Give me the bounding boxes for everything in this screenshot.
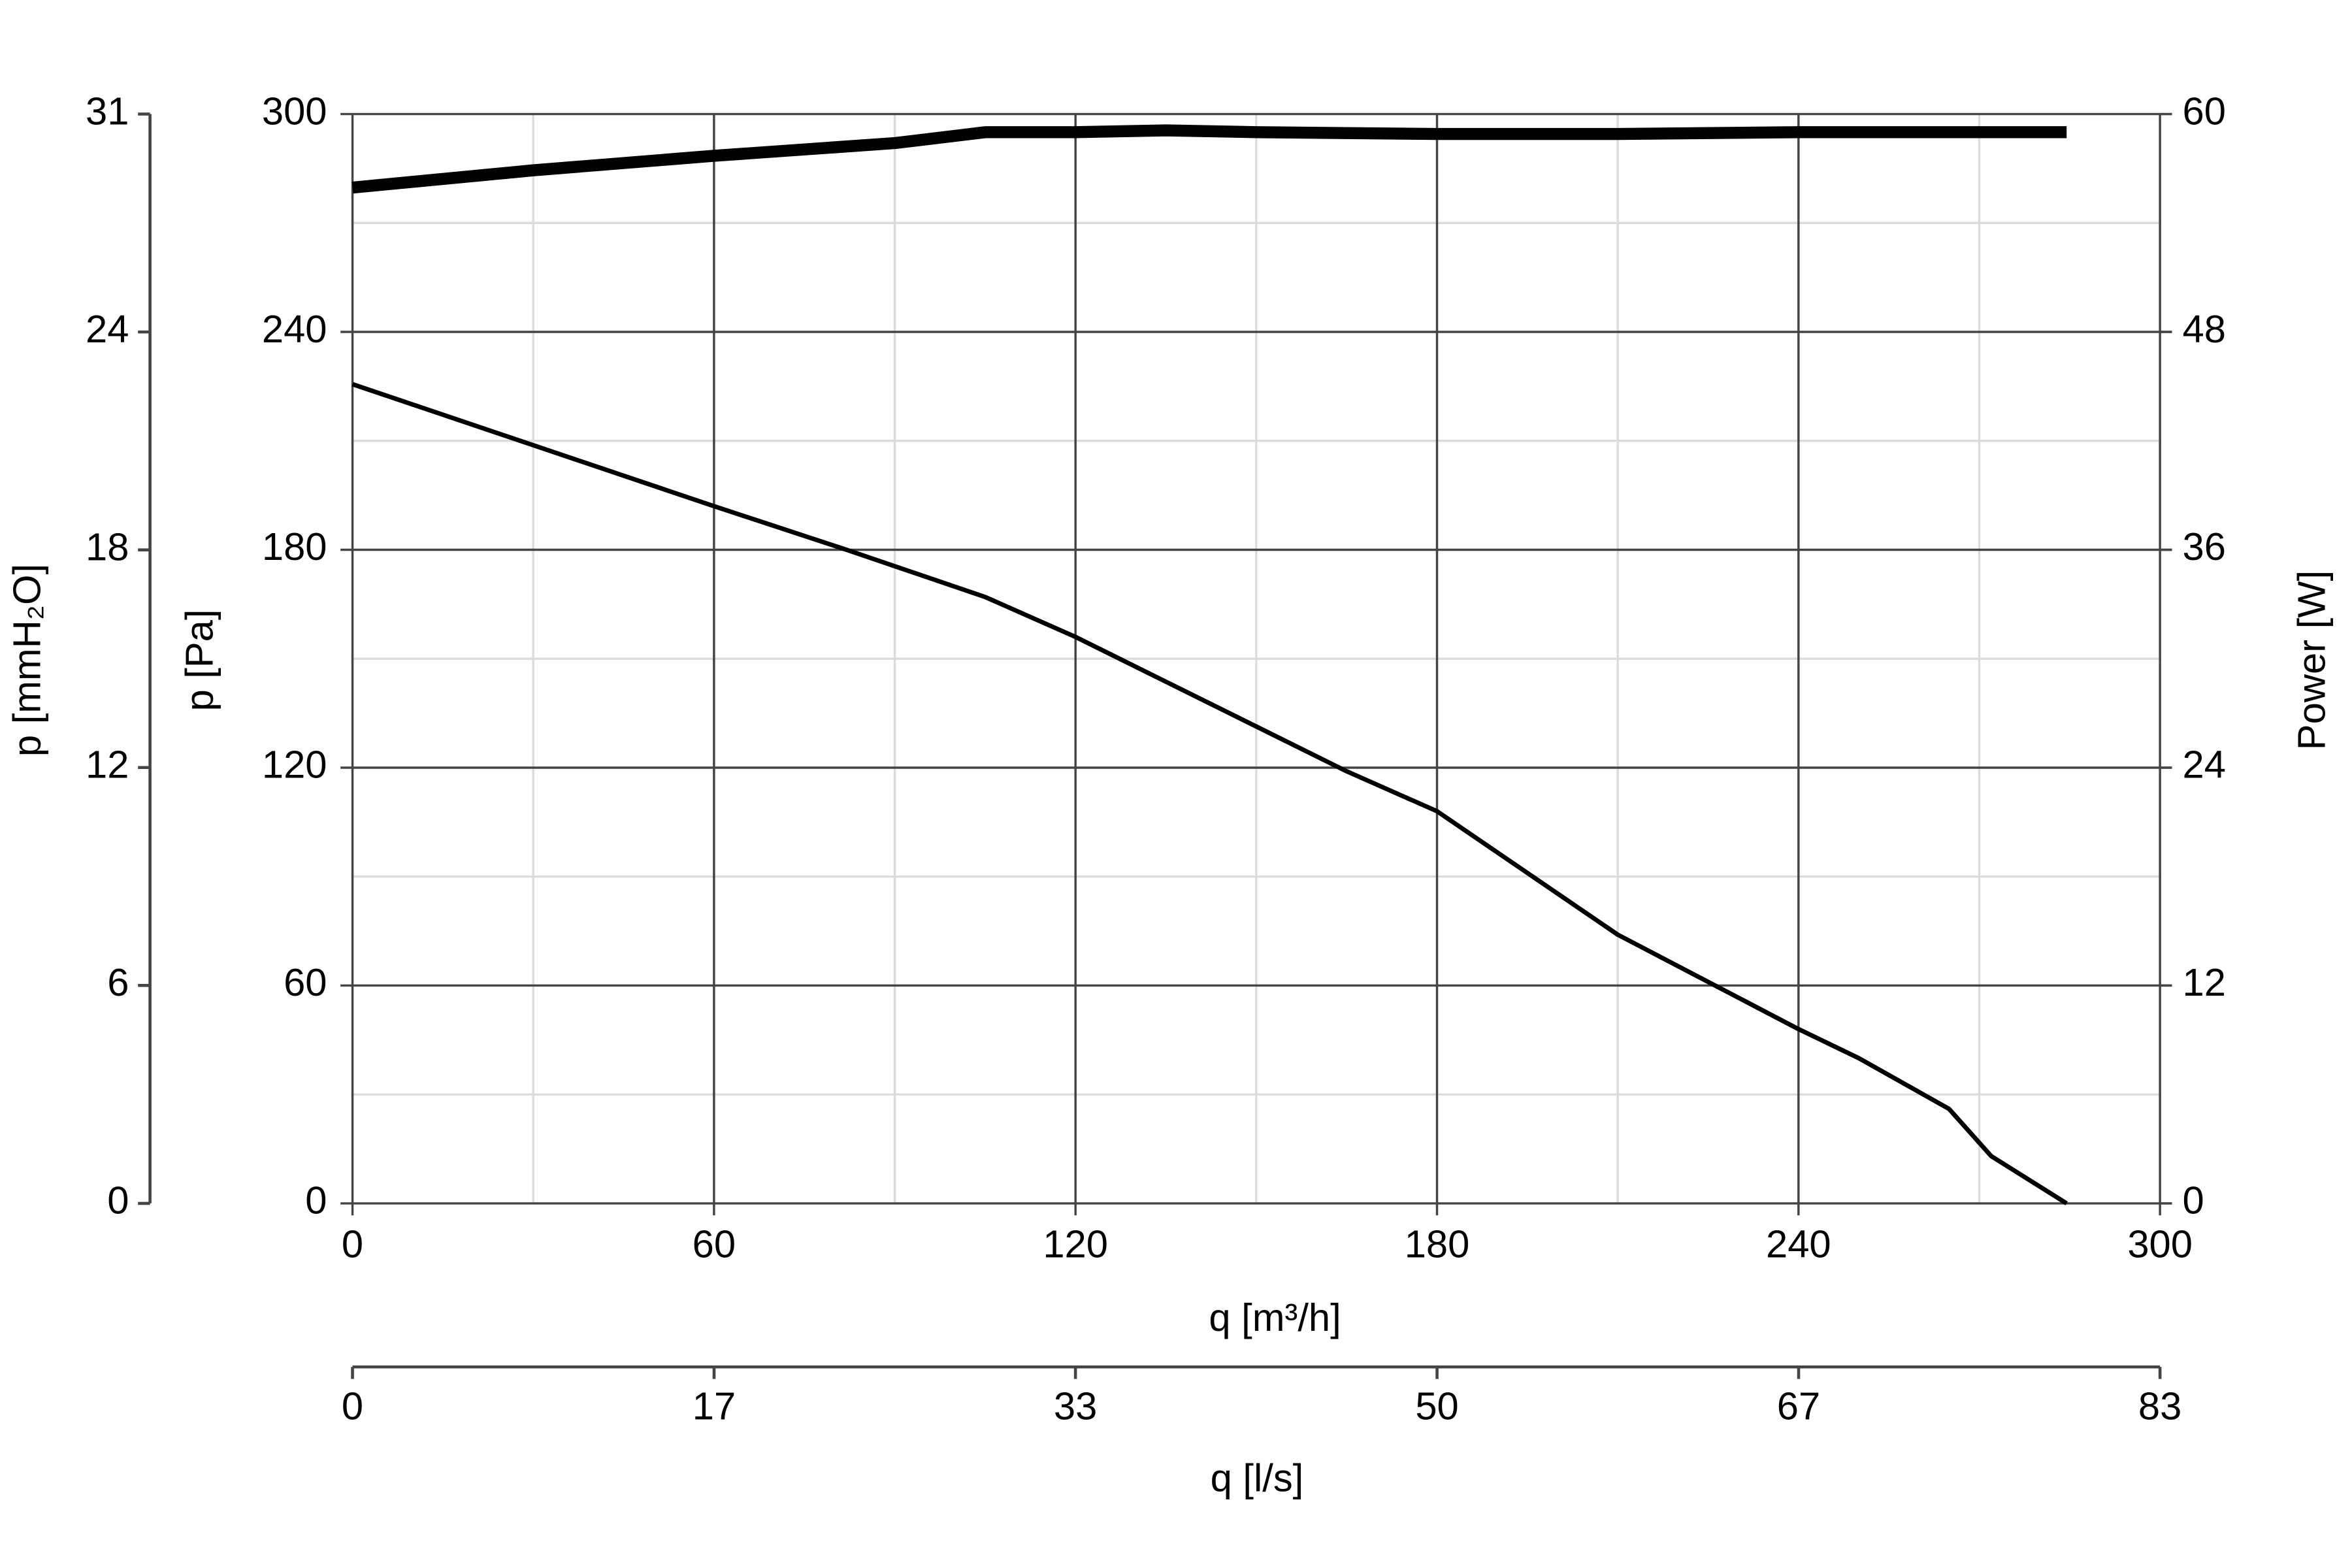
x-tick-label: 0 [342, 1222, 363, 1266]
y3-tick-label: 24 [86, 307, 129, 351]
series-line [351, 124, 2067, 194]
y3-axis-label: p [mmH₂O] [5, 564, 49, 757]
x2-tick-label: 33 [1054, 1384, 1097, 1428]
x2-tick-label: 0 [342, 1384, 363, 1428]
y2-tick-label: 24 [2183, 743, 2226, 787]
x-tick-label: 120 [1043, 1222, 1108, 1266]
x2-tick-label: 67 [1777, 1384, 1820, 1428]
y3-tick-label: 12 [86, 743, 129, 787]
series-line [351, 382, 2068, 1205]
x2-axis-label: q [l/s] [1211, 1456, 1304, 1500]
y2-tick-label: 0 [2183, 1179, 2204, 1222]
y-axis-label: p [Pa] [178, 610, 221, 711]
x-tick-label: 300 [2127, 1222, 2193, 1266]
y-tick-label: 120 [262, 743, 327, 787]
y3-tick-label: 18 [86, 525, 129, 568]
x-tick-label: 60 [693, 1222, 736, 1266]
x-tick-label: 180 [1405, 1222, 1470, 1266]
x-tick-label: 240 [1766, 1222, 1831, 1266]
y-tick-label: 0 [305, 1179, 327, 1222]
x2-tick-label: 17 [693, 1384, 736, 1428]
y3-tick-label: 0 [107, 1179, 129, 1222]
y-tick-label: 180 [262, 525, 327, 568]
y3-tick-label: 31 [86, 89, 129, 133]
y2-tick-label: 60 [2183, 89, 2226, 133]
x2-tick-label: 83 [2138, 1384, 2181, 1428]
x-axis-label: q [m³/h] [1209, 1296, 1341, 1339]
y2-tick-label: 48 [2183, 307, 2226, 351]
y-tick-label: 60 [284, 960, 327, 1004]
y-tick-label: 240 [262, 307, 327, 351]
y2-tick-label: 36 [2183, 525, 2226, 568]
x2-tick-label: 50 [1415, 1384, 1458, 1428]
y-tick-label: 300 [262, 89, 327, 133]
y3-tick-label: 6 [107, 960, 129, 1004]
y2-tick-label: 12 [2183, 960, 2226, 1004]
y2-axis-label: Power [W] [2289, 570, 2333, 750]
